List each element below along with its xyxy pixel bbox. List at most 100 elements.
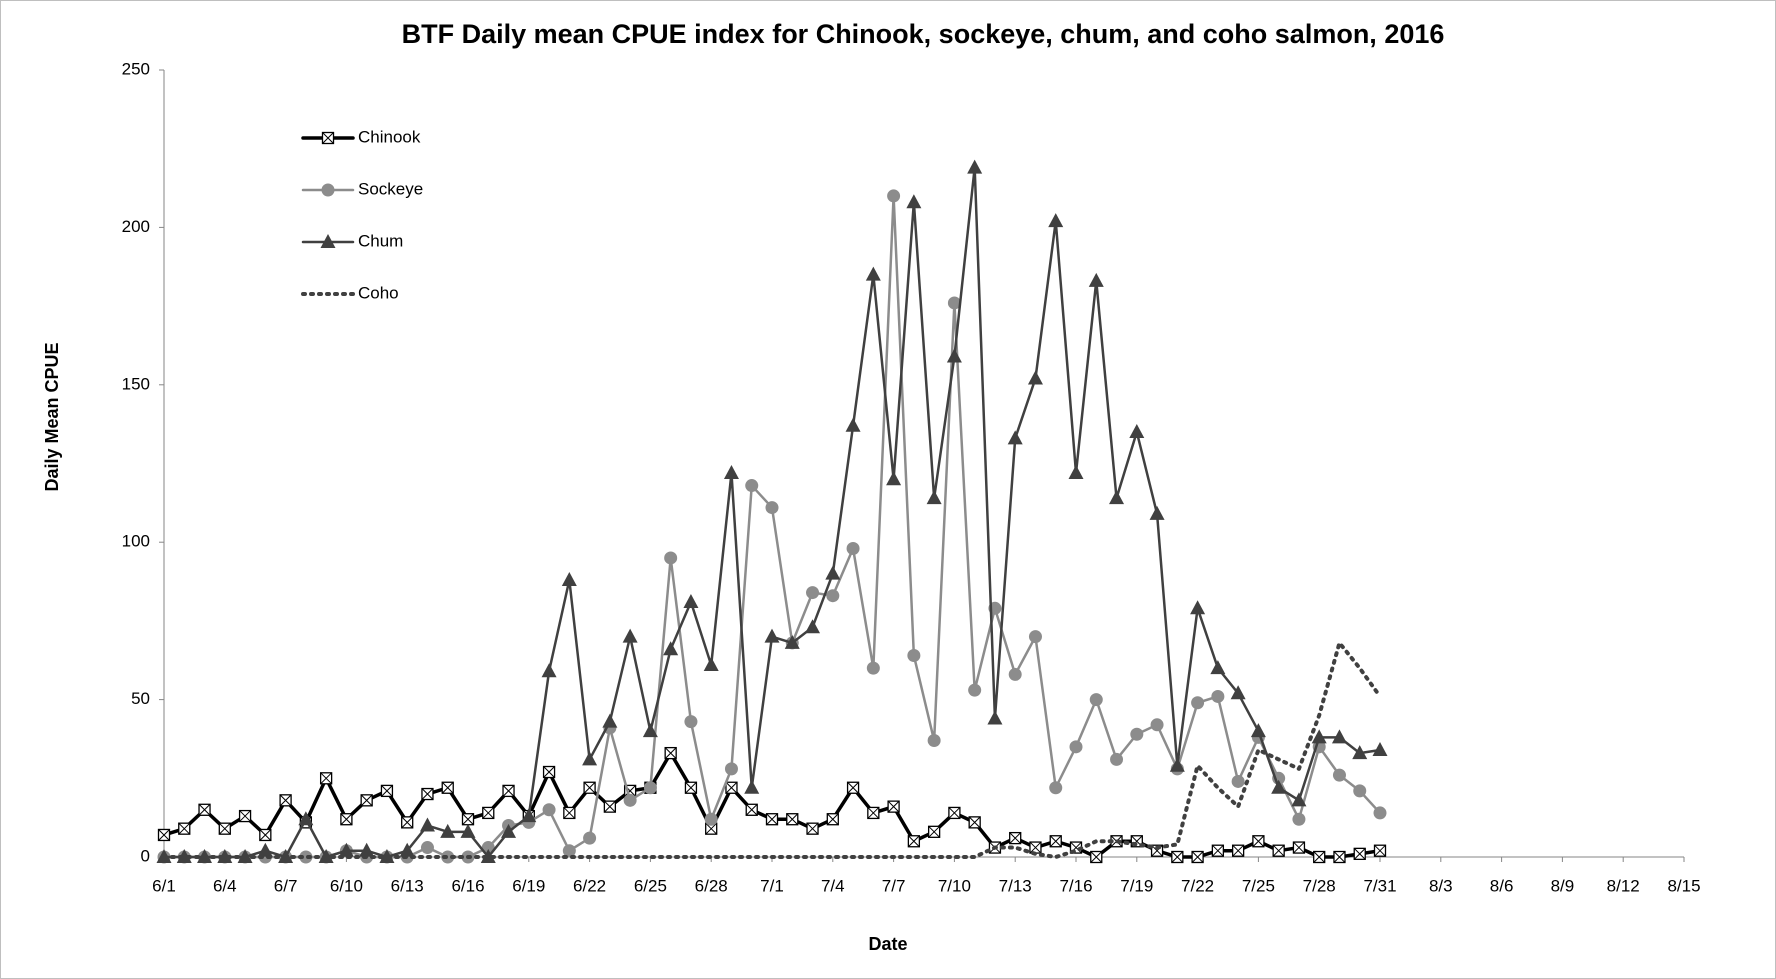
data-point [1291,792,1307,807]
data-point [684,715,698,729]
data-point [704,812,718,826]
legend-entry: Coho [301,283,399,302]
marker-cross [887,800,900,813]
marker-cross [502,785,515,797]
data-point [764,628,780,643]
data-point [1027,370,1043,385]
data-point [1272,844,1285,857]
marker-cross [1272,844,1285,857]
y-tick-label: 100 [122,532,150,551]
marker-cross [1374,844,1386,857]
legend-marker [320,234,336,248]
legend-entry: Chinook [301,127,421,146]
data-point [1190,600,1206,615]
data-point [176,849,192,863]
data-point [360,794,373,807]
marker-cross [322,132,334,144]
data-point [927,734,941,748]
data-point [906,194,922,209]
x-tick-label: 7/31 [1363,876,1396,895]
data-point [502,784,515,798]
marker-cross [1333,851,1346,863]
marker-cross [806,822,819,835]
data-point [401,816,414,829]
data-point [684,781,698,794]
data-point [1252,835,1265,848]
data-point [703,656,719,671]
marker-cross [847,781,859,794]
legend-entry: Chum [301,231,403,250]
data-point [421,787,434,801]
x-tick-label: 6/16 [451,876,484,895]
marker-cross [1171,851,1184,863]
marker-cross [826,813,839,826]
data-point [1088,272,1104,287]
data-point [683,594,699,609]
marker-cross [482,807,495,819]
data-point [1292,841,1306,854]
data-point [218,822,231,835]
data-point [1250,723,1266,738]
data-point [583,781,596,794]
data-point [1373,806,1387,820]
marker-cross [563,807,576,819]
data-point [1292,812,1306,826]
x-tick-label: 8/12 [1607,876,1640,895]
data-point [1048,213,1064,228]
data-point [1231,774,1245,788]
data-point [582,751,598,766]
marker-cross [360,794,373,807]
marker-cross [1313,851,1326,863]
series-line [162,640,1382,859]
data-point [460,823,476,838]
data-point [1028,630,1042,644]
data-point [765,813,779,826]
data-point [865,266,881,281]
data-point [1110,752,1124,766]
data-point [723,464,739,479]
marker-cross [259,829,272,841]
legend-marker [321,183,335,197]
data-point [238,809,252,823]
data-point [1149,505,1165,520]
legend-label: Chinook [358,127,421,146]
marker-cross [421,788,434,800]
data-point [1331,729,1347,744]
data-point [359,842,375,857]
data-point [501,823,517,838]
data-point [279,794,292,807]
marker-cross [664,747,677,759]
marker-cross [178,822,191,835]
marker-cross [1353,847,1366,860]
data-point [561,571,577,586]
data-point [1007,430,1023,445]
data-point [583,831,597,845]
data-point [178,822,191,835]
marker-cross [158,829,170,841]
data-point [887,800,900,813]
data-point [987,710,1003,725]
marker-cross [766,813,778,826]
data-point [1210,660,1226,675]
data-point [968,683,982,697]
data-point [542,803,556,817]
marker-cross [583,781,596,794]
data-point [1373,844,1387,857]
data-point [907,835,921,848]
data-point [259,828,272,842]
x-tick-label: 7/13 [999,876,1032,895]
data-point [1009,831,1022,845]
x-tick-label: 6/19 [512,876,545,895]
marker-cross [908,835,920,848]
marker-cross [1212,844,1224,857]
marker-cross [543,766,555,778]
data-point [805,619,821,634]
data-point [541,663,557,678]
data-point [299,850,313,864]
marker-cross [867,807,880,819]
data-point [562,844,576,858]
data-point [1129,424,1145,439]
marker-cross [1009,832,1022,844]
